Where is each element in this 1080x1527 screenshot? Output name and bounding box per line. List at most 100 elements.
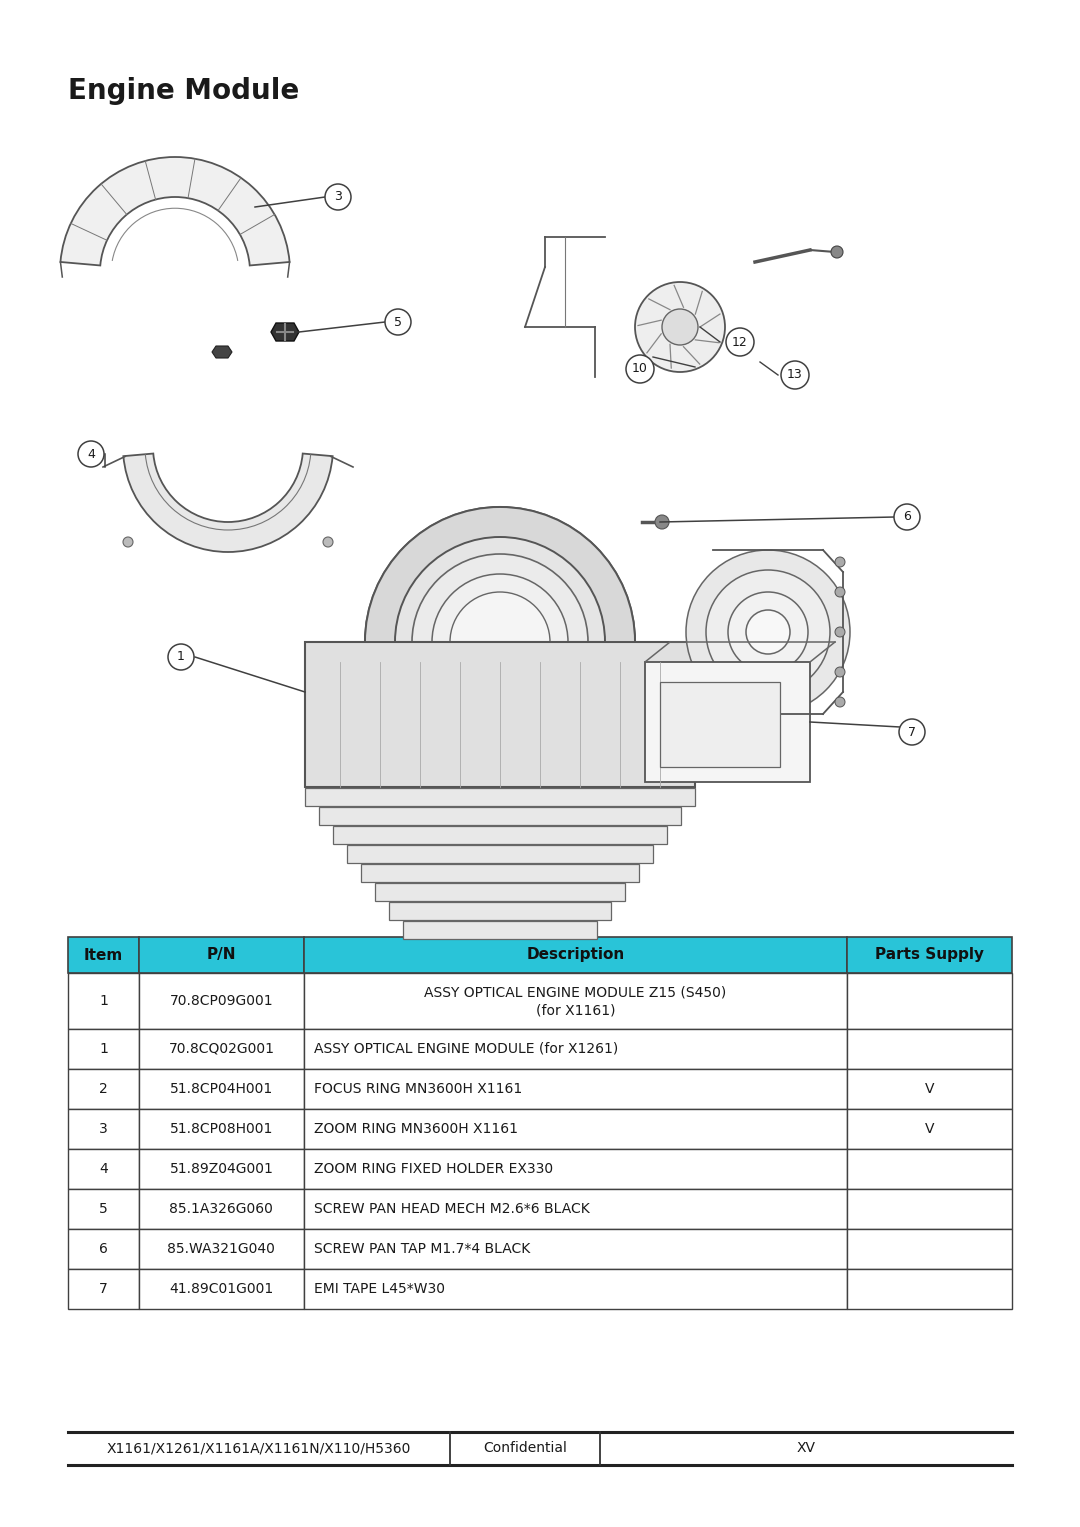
Circle shape	[662, 308, 698, 345]
Bar	[303, 1029, 847, 1069]
Text: SCREW PAN TAP M1.7*4 BLACK: SCREW PAN TAP M1.7*4 BLACK	[314, 1241, 530, 1257]
Text: ZOOM RING FIXED HOLDER EX330: ZOOM RING FIXED HOLDER EX330	[314, 1162, 553, 1176]
Bar	[68, 1069, 139, 1109]
Circle shape	[384, 308, 411, 334]
Circle shape	[325, 183, 351, 211]
Bar	[847, 1109, 1012, 1148]
Bar	[68, 1190, 139, 1229]
Text: P/N: P/N	[206, 947, 237, 962]
Text: X1161/X1261/X1161A/X1161N/X110/H5360: X1161/X1261/X1161A/X1161N/X110/H5360	[107, 1441, 411, 1455]
Text: (for X1161): (for X1161)	[536, 1003, 616, 1019]
Bar	[303, 1109, 847, 1148]
Text: 85.1A326G060: 85.1A326G060	[170, 1202, 273, 1215]
Bar	[847, 973, 1012, 1029]
Circle shape	[78, 441, 104, 467]
Text: 1: 1	[177, 651, 185, 664]
Bar	[303, 1069, 847, 1109]
Circle shape	[323, 538, 333, 547]
Text: 13: 13	[787, 368, 802, 382]
Bar	[847, 1148, 1012, 1190]
Polygon shape	[212, 347, 232, 357]
Circle shape	[835, 628, 845, 637]
Bar	[139, 1190, 303, 1229]
Text: 70.8CQ02G001: 70.8CQ02G001	[168, 1041, 274, 1057]
Bar	[303, 1269, 847, 1309]
Circle shape	[411, 554, 588, 730]
Circle shape	[390, 531, 610, 751]
Text: Confidential: Confidential	[483, 1441, 567, 1455]
Wedge shape	[123, 454, 333, 551]
Circle shape	[686, 550, 850, 715]
Bar	[333, 826, 667, 844]
Circle shape	[831, 246, 843, 258]
Text: 4: 4	[87, 447, 95, 461]
Bar	[68, 1109, 139, 1148]
Text: EMI TAPE L45*W30: EMI TAPE L45*W30	[314, 1283, 445, 1296]
Text: Parts Supply: Parts Supply	[875, 947, 984, 962]
Bar	[68, 1029, 139, 1069]
Bar	[139, 1029, 303, 1069]
Text: Description: Description	[526, 947, 624, 962]
Bar	[847, 1190, 1012, 1229]
Circle shape	[432, 574, 568, 710]
Bar	[68, 1148, 139, 1190]
Bar	[347, 844, 653, 863]
Text: ASSY OPTICAL ENGINE MODULE Z15 (S450): ASSY OPTICAL ENGINE MODULE Z15 (S450)	[424, 985, 727, 999]
Text: 1: 1	[99, 994, 108, 1008]
Bar	[403, 921, 597, 939]
Text: 5: 5	[394, 316, 402, 328]
Bar	[68, 1229, 139, 1269]
Bar	[303, 1190, 847, 1229]
Text: 41.89C01G001: 41.89C01G001	[170, 1283, 273, 1296]
Text: FOCUS RING MN3600H X1161: FOCUS RING MN3600H X1161	[314, 1083, 523, 1096]
Circle shape	[781, 360, 809, 389]
Bar	[660, 683, 780, 767]
Text: 4: 4	[99, 1162, 108, 1176]
Text: 51.8CP04H001: 51.8CP04H001	[170, 1083, 273, 1096]
Wedge shape	[365, 507, 635, 641]
Text: 2: 2	[99, 1083, 108, 1096]
Bar	[68, 973, 139, 1029]
Bar	[139, 1229, 303, 1269]
Text: Engine Module: Engine Module	[68, 76, 299, 105]
Circle shape	[728, 592, 808, 672]
Circle shape	[123, 538, 133, 547]
Bar	[361, 864, 639, 883]
Text: 7: 7	[99, 1283, 108, 1296]
Text: 51.8CP08H001: 51.8CP08H001	[170, 1122, 273, 1136]
Circle shape	[168, 644, 194, 670]
Circle shape	[835, 557, 845, 567]
Bar	[305, 788, 696, 806]
Circle shape	[450, 592, 550, 692]
Text: SCREW PAN HEAD MECH M2.6*6 BLACK: SCREW PAN HEAD MECH M2.6*6 BLACK	[314, 1202, 590, 1215]
Circle shape	[626, 354, 654, 383]
Circle shape	[706, 570, 831, 693]
Bar	[68, 938, 139, 973]
Text: 3: 3	[334, 191, 342, 203]
Bar	[68, 1269, 139, 1309]
Text: 6: 6	[903, 510, 910, 524]
Bar	[139, 1109, 303, 1148]
Circle shape	[835, 586, 845, 597]
Text: ZOOM RING MN3600H X1161: ZOOM RING MN3600H X1161	[314, 1122, 518, 1136]
Text: 12: 12	[732, 336, 747, 348]
Text: 7: 7	[908, 725, 916, 739]
Text: 6: 6	[99, 1241, 108, 1257]
Bar	[847, 1029, 1012, 1069]
Bar	[847, 1269, 1012, 1309]
Bar	[389, 902, 611, 919]
Circle shape	[726, 328, 754, 356]
Text: Item: Item	[84, 947, 123, 962]
Text: V: V	[924, 1083, 934, 1096]
Text: 5: 5	[99, 1202, 108, 1215]
Bar	[305, 641, 696, 786]
Polygon shape	[271, 324, 299, 341]
Circle shape	[835, 696, 845, 707]
Text: 1: 1	[99, 1041, 108, 1057]
Text: 3: 3	[99, 1122, 108, 1136]
Bar	[847, 1229, 1012, 1269]
Bar	[303, 973, 847, 1029]
Bar	[303, 1229, 847, 1269]
Text: 51.89Z04G001: 51.89Z04G001	[170, 1162, 273, 1176]
Text: ASSY OPTICAL ENGINE MODULE (for X1261): ASSY OPTICAL ENGINE MODULE (for X1261)	[314, 1041, 618, 1057]
